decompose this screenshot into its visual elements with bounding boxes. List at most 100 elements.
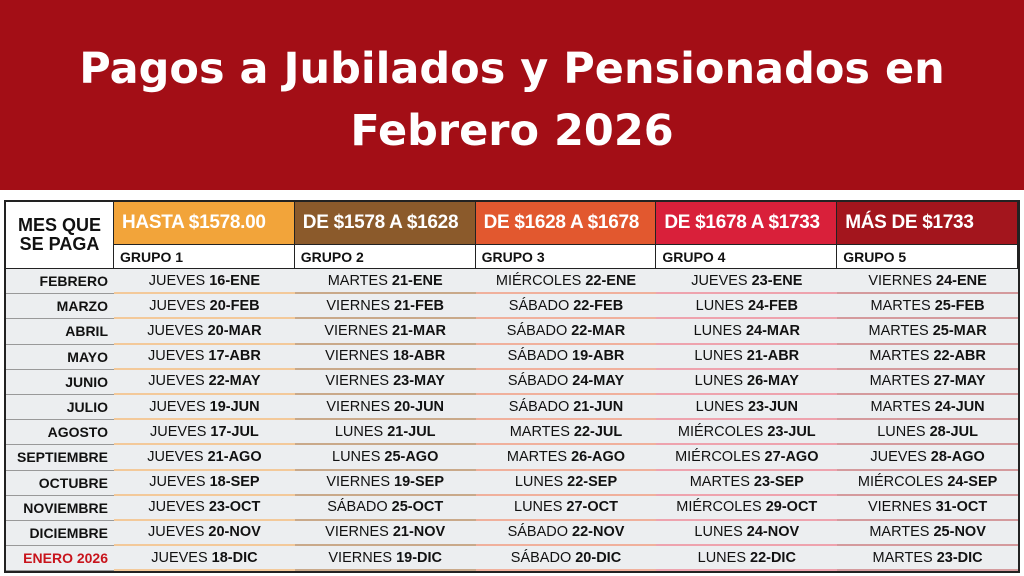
payment-date: 22-MAY xyxy=(208,373,261,390)
table-cell: VIERNES 19-SEP xyxy=(294,470,476,496)
table-cell: LUNES 27-OCT xyxy=(475,495,657,521)
payment-date: 20-MAR xyxy=(207,322,262,339)
table-cell: LUNES 22-DIC xyxy=(656,546,838,572)
weekday: SÁBADO xyxy=(506,322,568,339)
table-cell: MARTES 27-MAY xyxy=(837,369,1018,395)
table-cell: MIÉRCOLES 29-OCT xyxy=(656,495,838,521)
group-range-header: MÁS DE $1733 xyxy=(837,202,1018,244)
weekday: JUEVES xyxy=(691,272,748,289)
payment-date: 22-FEB xyxy=(573,297,624,314)
payment-date: 16-ENE xyxy=(209,272,260,289)
table-cell: SÁBADO 21-JUN xyxy=(475,394,657,421)
table-cell: JUEVES 17-ABR xyxy=(114,344,295,370)
weekday: SÁBADO xyxy=(508,398,570,415)
payment-date: 27-OCT xyxy=(566,499,618,516)
table-cell: VIERNES 20-JUN xyxy=(294,394,476,421)
weekday: JUEVES xyxy=(147,448,204,465)
payment-date: 25-NOV xyxy=(933,524,986,541)
table-cell: LUNES 22-SEP xyxy=(475,470,657,496)
table-cell: MARTES 24-JUN xyxy=(837,394,1018,421)
payment-date: 20-FEB xyxy=(209,297,260,314)
table-cell: JUEVES 19-JUN xyxy=(114,394,295,421)
weekday: MARTES xyxy=(327,272,388,289)
table-cell: MARTES 22-ABR xyxy=(837,344,1018,370)
payment-date: 19-DIC xyxy=(396,549,442,566)
weekday: VIERNES xyxy=(326,297,391,314)
table-cell: JUEVES 17-JUL xyxy=(114,420,295,446)
payment-date: 22-ENE xyxy=(585,272,637,289)
weekday: LUNES xyxy=(334,423,384,440)
weekday: LUNES xyxy=(697,549,746,566)
table-cell: VIERNES 21-MAR xyxy=(294,319,476,345)
payment-date: 24-ENE xyxy=(936,272,987,289)
weekday: VIERNES xyxy=(868,272,933,289)
payment-date: 22-SEP xyxy=(567,474,618,491)
weekday: JUEVES xyxy=(148,499,205,516)
weekday: VIERNES xyxy=(326,398,391,415)
payment-date: 21-AGO xyxy=(207,448,262,465)
weekday: MARTES xyxy=(870,398,931,415)
table-cell: JUEVES 18-SEP xyxy=(114,470,295,496)
payment-date: 21-ABR xyxy=(746,348,800,365)
payment-date: 23-JUN xyxy=(747,398,798,415)
month-label: ENERO 2026 xyxy=(6,546,114,572)
table-cell: SÁBADO 20-DIC xyxy=(475,546,657,572)
table-cell: LUNES 25-AGO xyxy=(294,445,476,471)
payment-date: 20-NOV xyxy=(208,524,261,541)
group-range-header: DE $1678 A $1733 xyxy=(656,202,838,244)
weekday: MARTES xyxy=(869,524,930,541)
payment-date: 27-MAY xyxy=(933,373,986,390)
payment-date: 20-DIC xyxy=(575,549,622,566)
table-cell: LUNES 26-MAY xyxy=(656,369,838,395)
table-cell: VIERNES 31-OCT xyxy=(837,495,1018,521)
payment-date: 28-AGO xyxy=(930,448,985,465)
payment-date: 21-NOV xyxy=(392,524,446,541)
month-label: SEPTIEMBRE xyxy=(6,445,114,471)
payment-date: 25-FEB xyxy=(934,297,985,314)
payment-date: 24-MAY xyxy=(572,373,625,390)
weekday: MARTES xyxy=(509,423,570,440)
weekday: VIERNES xyxy=(867,499,932,516)
weekday: MARTES xyxy=(506,448,568,465)
table-cell: MARTES 23-SEP xyxy=(656,470,838,496)
payment-date: 23-DIC xyxy=(936,549,983,566)
month-label: MAYO xyxy=(6,344,114,370)
table-cell: JUEVES 23-ENE xyxy=(656,269,838,295)
payment-date: 28-JUL xyxy=(929,423,978,440)
table-cell: MARTES 25-MAR xyxy=(837,319,1018,345)
weekday: SÁBADO xyxy=(507,373,569,390)
weekday: LUNES xyxy=(332,448,381,465)
group-name-header: GRUPO 2 xyxy=(294,244,476,269)
title-line-1: Pagos a Jubilados y Pensionados en xyxy=(79,44,945,94)
group-name-header: GRUPO 4 xyxy=(656,244,838,269)
payment-date: 23-SEP xyxy=(753,474,804,491)
table-cell: MIÉRCOLES 22-ENE xyxy=(475,269,657,295)
payment-date: 25-MAR xyxy=(932,322,987,339)
payment-date: 24-MAR xyxy=(745,322,800,339)
payment-date: 21-JUN xyxy=(573,398,624,415)
payment-date: 25-OCT xyxy=(391,499,444,516)
table-cell: VIERNES 24-ENE xyxy=(837,269,1018,295)
weekday: JUEVES xyxy=(149,297,206,314)
table-cell: MIÉRCOLES 24-SEP xyxy=(837,470,1018,496)
weekday: JUEVES xyxy=(147,524,205,541)
table-grid: MES QUE SE PAGA HASTA $1578.00 DE $1578 A… xyxy=(6,202,1018,572)
payment-date: 18-DIC xyxy=(211,549,258,566)
month-column-header: MES QUE SE PAGA xyxy=(6,202,114,269)
weekday: JUEVES xyxy=(148,272,206,289)
payment-date: 19-SEP xyxy=(394,474,445,491)
payment-date: 24-NOV xyxy=(746,524,800,541)
table-cell: JUEVES 16-ENE xyxy=(114,269,295,295)
weekday: VIERNES xyxy=(324,322,389,339)
payment-date: 24-JUN xyxy=(934,398,985,415)
weekday: LUNES xyxy=(695,398,744,415)
weekday: JUEVES xyxy=(870,448,927,465)
table-cell: VIERNES 23-MAY xyxy=(294,369,476,395)
weekday: LUNES xyxy=(694,524,743,541)
group-range-header: DE $1628 A $1678 xyxy=(475,202,657,244)
payment-date: 17-ABR xyxy=(208,348,261,365)
table-cell: MARTES 23-DIC xyxy=(837,546,1018,572)
weekday: LUNES xyxy=(514,474,564,491)
group-name-header: GRUPO 3 xyxy=(475,244,657,269)
weekday: LUNES xyxy=(694,348,743,365)
